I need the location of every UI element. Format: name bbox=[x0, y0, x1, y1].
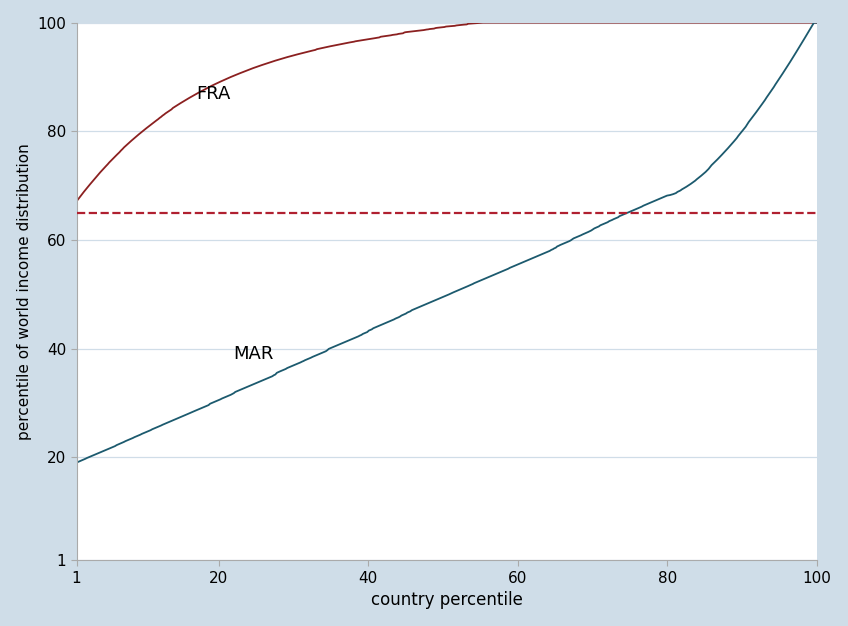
Text: MAR: MAR bbox=[233, 346, 274, 364]
Text: FRA: FRA bbox=[196, 85, 231, 103]
Y-axis label: percentile of world income distribution: percentile of world income distribution bbox=[17, 143, 31, 440]
X-axis label: country percentile: country percentile bbox=[371, 592, 522, 609]
